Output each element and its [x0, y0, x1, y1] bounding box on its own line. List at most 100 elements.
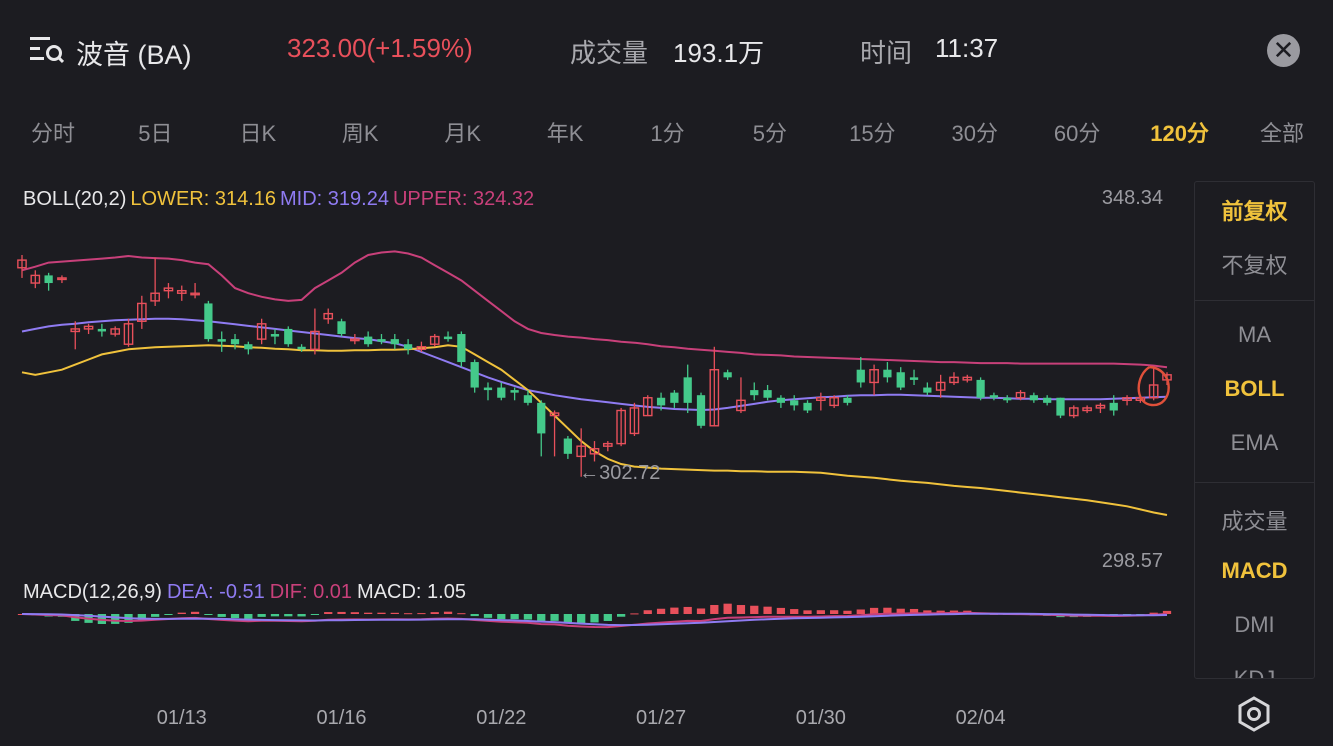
tab-0[interactable]: 分时 [30, 121, 76, 146]
macd-legend-0: MACD(12,26,9) [23, 581, 162, 603]
x-tick-label: 01/16 [317, 707, 367, 729]
candle-body [750, 390, 759, 396]
x-tick-label: 01/27 [636, 707, 686, 729]
candle-body [230, 339, 240, 345]
tab-9[interactable]: 30分 [951, 121, 998, 146]
macd-bar [164, 614, 173, 615]
candle-body [883, 369, 892, 378]
side-divider [1195, 482, 1314, 483]
candle-body [110, 328, 121, 335]
candle-body [429, 335, 440, 345]
candle-body [776, 397, 786, 403]
tab-7[interactable]: 5分 [752, 121, 788, 146]
macd-bar [284, 614, 293, 617]
tab-12[interactable]: 全部 [1259, 121, 1305, 146]
side-adjust-1[interactable]: 不复权 [1221, 253, 1288, 278]
candle-body [483, 387, 493, 391]
boll-legend-2: MID: 319.24 [280, 188, 389, 210]
tab-6[interactable]: 1分 [650, 121, 685, 146]
candle-body [1043, 397, 1052, 403]
macd-bar [883, 607, 892, 614]
macd-bar [151, 614, 160, 617]
boll-upper-line [21, 250, 1168, 369]
y-min-label: 298.57 [1102, 550, 1163, 572]
macd-bar [217, 614, 226, 617]
candle-body [270, 334, 280, 337]
side-main-0[interactable]: MA [1238, 322, 1271, 347]
side-sub-1[interactable]: MACD [1221, 558, 1288, 583]
macd-bar [270, 614, 280, 617]
menu-search-icon[interactable] [30, 35, 64, 65]
macd-bar [350, 612, 359, 614]
macd-bar [710, 604, 719, 614]
candle-body [790, 400, 799, 406]
side-adjust-0[interactable]: 前复权 [1221, 199, 1288, 224]
tab-2[interactable]: 日K [239, 121, 277, 146]
tab-1[interactable]: 5日 [138, 121, 173, 146]
side-sub-3[interactable]: KDJ [1233, 666, 1276, 679]
indicator-panel: 前复权不复权 MA BOLL EMA 成交量 MACD DMI KDJ [1194, 181, 1315, 679]
boll-mid-line [21, 317, 1168, 412]
macd-bar [909, 608, 919, 614]
macd-bar [497, 614, 506, 620]
candle-body [377, 339, 386, 342]
tab-4[interactable]: 月K [444, 121, 481, 146]
macd-bar [816, 610, 825, 614]
macd-bar [177, 612, 186, 614]
candle-body [30, 274, 41, 284]
candle-body [1003, 397, 1012, 401]
candle-body [563, 438, 572, 454]
side-main-2[interactable]: EMA [1230, 430, 1279, 455]
candle-body [364, 336, 373, 345]
side-main-1[interactable]: BOLL [1224, 376, 1285, 401]
macd-bar [736, 605, 746, 614]
side-sub-0[interactable]: 成交量 [1221, 509, 1288, 534]
tab-11[interactable]: 120分 [1150, 121, 1209, 146]
candle-body [549, 412, 560, 417]
candle-body [1148, 384, 1159, 399]
low-price-marker: ←302.72 [579, 462, 660, 484]
macd-bar [377, 612, 386, 614]
candle-body [696, 395, 706, 426]
tab-3[interactable]: 周K [341, 121, 379, 146]
macd-bar [803, 610, 812, 614]
header-bar: 波音 (BA) 323.00(+1.59%) 成交量 193.1万 时间 11:… [0, 0, 1333, 100]
candle-body [1095, 404, 1106, 409]
candle-body [763, 390, 772, 398]
stock-title: 波音 (BA) [76, 40, 192, 70]
macd-bar [337, 611, 346, 614]
macd-bar [111, 614, 120, 624]
macd-bar [537, 614, 546, 622]
candle-body [244, 344, 253, 350]
candle-body [1082, 407, 1092, 412]
candle-body [1122, 397, 1132, 401]
macd-bar [670, 607, 679, 614]
settings-icon[interactable] [1236, 696, 1272, 732]
macd-bar [869, 607, 879, 614]
candle-body [190, 292, 200, 296]
close-icon[interactable]: ✕ [1267, 34, 1300, 67]
macd-bar [843, 610, 852, 614]
candle-body [962, 376, 973, 381]
boll-legend-3: UPPER: 324.32 [393, 188, 534, 210]
side-sub-2[interactable]: DMI [1234, 612, 1275, 637]
boll-legend-0: BOLL(20,2) [23, 188, 126, 210]
period-tabs: 分时 5日 日K 周K 月K 年K 1分 5分 15分 30分 60分 120分 全部 [0, 112, 1333, 152]
candle-body [602, 442, 613, 447]
tab-10[interactable]: 60分 [1053, 121, 1101, 146]
macd-bar [696, 608, 706, 614]
candle-body [829, 397, 839, 407]
tab-8[interactable]: 15分 [849, 121, 896, 146]
candle-body [1068, 407, 1079, 417]
candle-body [57, 277, 67, 281]
macd-bar [656, 608, 666, 614]
macd-bar [763, 606, 772, 614]
candle-body [642, 397, 653, 417]
candle-body [656, 397, 666, 406]
candle-body [17, 259, 27, 269]
macd-bar [830, 610, 839, 614]
macd-bar [683, 606, 692, 614]
macd-bar [483, 614, 493, 618]
candle-body [510, 390, 519, 393]
tab-5[interactable]: 年K [546, 121, 584, 146]
